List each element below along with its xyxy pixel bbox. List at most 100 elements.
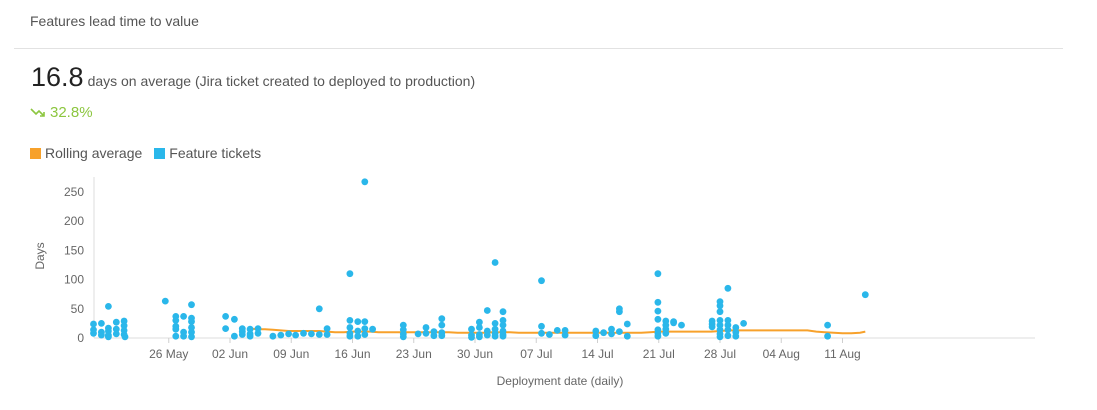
ticket-point	[499, 332, 507, 340]
ticket-point	[422, 324, 430, 331]
ticket-point	[188, 324, 195, 331]
ticket-point	[438, 315, 446, 323]
ticket-point	[90, 329, 97, 337]
ticket-point	[188, 318, 195, 325]
ticket-point	[468, 325, 475, 333]
ticket-point	[90, 320, 97, 328]
ticket-point	[422, 329, 430, 337]
x-tick-label: 14 Jul	[581, 347, 613, 361]
ticket-point	[824, 332, 831, 340]
ticket-point	[254, 329, 262, 337]
ticket-point	[670, 319, 677, 327]
ticket-point	[476, 324, 483, 331]
ticket-point	[112, 325, 120, 333]
ticket-point	[546, 331, 553, 338]
ticket-point	[172, 325, 180, 333]
chart-legend: Rolling average Feature tickets	[30, 145, 273, 161]
ticket-point	[315, 305, 323, 313]
ticket-point	[346, 332, 354, 340]
ticket-point	[354, 318, 362, 325]
ticket-point	[438, 321, 446, 329]
y-tick-label: 250	[64, 185, 84, 199]
legend-feature-tickets[interactable]: Feature tickets	[154, 145, 261, 161]
ticket-point	[654, 332, 662, 340]
ticket-point	[724, 332, 732, 340]
ticket-point	[538, 322, 545, 330]
average-value: 16.8	[31, 62, 84, 92]
ticket-point	[399, 321, 407, 329]
x-tick-label: 02 Jun	[212, 347, 248, 361]
ticket-point	[180, 313, 188, 320]
ticket-point	[105, 303, 112, 310]
ticket-point	[724, 317, 732, 324]
ticket-point	[120, 322, 128, 330]
title-divider	[14, 48, 1063, 49]
change-value: 32.8%	[50, 104, 93, 121]
change-indicator: 32.8%	[30, 104, 93, 121]
metric-summary: 16.8 days on average (Jira ticket created…	[31, 62, 475, 93]
legend-label-rolling: Rolling average	[45, 145, 143, 161]
ticket-point	[98, 331, 105, 339]
average-description: days on average (Jira ticket created to …	[87, 73, 476, 89]
ticket-point	[732, 324, 740, 331]
ticket-point	[354, 332, 362, 340]
legend-swatch-tickets	[154, 147, 166, 159]
ticket-point	[499, 308, 507, 316]
ticket-point	[491, 259, 499, 266]
ticket-point	[592, 327, 600, 335]
x-tick-label: 28 Jul	[704, 347, 736, 361]
ticket-point	[623, 332, 631, 340]
ticket-point	[654, 298, 662, 306]
ticket-point	[98, 320, 105, 327]
ticket-point	[323, 331, 331, 338]
ticket-point	[188, 301, 195, 309]
x-axis-title: Deployment date (daily)	[497, 374, 624, 388]
ticket-point	[740, 320, 747, 327]
ticket-point	[231, 332, 238, 340]
ticket-point	[716, 308, 724, 316]
ticket-point	[246, 325, 254, 333]
y-axis-title: Days	[33, 242, 47, 269]
ticket-point	[600, 329, 607, 337]
ticket-point	[483, 307, 491, 314]
ticket-point	[491, 320, 499, 327]
ticket-point	[346, 324, 354, 331]
ticket-point	[538, 277, 545, 285]
ticket-point	[724, 326, 732, 334]
ticket-point	[716, 317, 724, 324]
ticket-point	[161, 297, 169, 305]
ticket-point	[654, 270, 662, 278]
ticket-point	[269, 332, 277, 340]
ticket-point	[346, 317, 354, 324]
ticket-point	[499, 317, 507, 324]
ticket-point	[292, 331, 299, 339]
y-tick-label: 150	[64, 243, 84, 257]
ticket-point	[553, 327, 561, 334]
ticket-point	[678, 321, 685, 329]
ticket-point	[180, 332, 188, 340]
ticket-point	[238, 331, 246, 338]
ticket-point	[172, 317, 180, 324]
ticket-point	[708, 323, 716, 331]
ticket-point	[112, 318, 120, 326]
ticket-point	[354, 327, 362, 335]
x-tick-label: 11 Aug	[824, 347, 860, 361]
y-tick-label: 200	[64, 214, 84, 228]
y-axis: 0 50 100 150 200 250	[64, 176, 95, 345]
ticket-point	[188, 333, 195, 341]
panel-title: Features lead time to value	[30, 13, 199, 29]
ticket-point	[346, 270, 354, 278]
ticket-point	[608, 330, 615, 338]
legend-rolling-average[interactable]: Rolling average	[30, 145, 142, 161]
ticket-point	[361, 325, 369, 332]
ticket-point	[483, 331, 491, 339]
ticket-point	[561, 327, 569, 334]
ticket-point	[476, 318, 483, 326]
ticket-point	[222, 313, 230, 320]
ticket-point	[121, 333, 129, 341]
y-tick-label: 100	[64, 273, 84, 287]
ticket-point	[616, 308, 623, 316]
ticket-point	[438, 332, 446, 340]
ticket-point	[361, 318, 369, 325]
ticket-point	[399, 333, 407, 341]
